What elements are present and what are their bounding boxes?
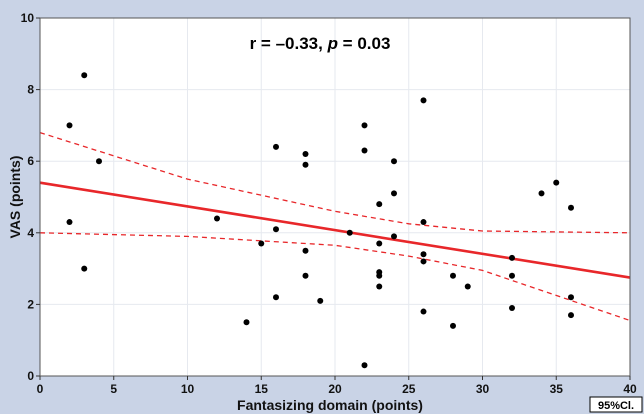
data-point (420, 258, 427, 265)
data-point (509, 272, 515, 279)
data-point (553, 179, 560, 186)
y-tick-label: 0 (27, 369, 34, 383)
data-point (361, 122, 368, 129)
data-point (273, 143, 279, 150)
data-point (376, 283, 383, 290)
y-axis-label: VAS (points) (7, 156, 23, 239)
data-point (568, 312, 574, 319)
data-points (66, 72, 574, 369)
y-tick-label: 6 (27, 154, 34, 168)
data-point (302, 247, 309, 254)
p-symbol: p (327, 34, 338, 53)
y-tick-label: 2 (27, 297, 34, 311)
data-point (273, 226, 279, 233)
data-point (391, 190, 397, 197)
data-point (81, 72, 88, 79)
data-point (391, 158, 397, 165)
data-point (464, 283, 471, 290)
ci-upper-line (39, 131, 631, 234)
data-point (420, 251, 427, 258)
regression-line (39, 181, 631, 279)
data-point (568, 204, 574, 211)
data-point (273, 294, 279, 301)
data-point (509, 304, 515, 311)
data-point (420, 308, 427, 315)
data-point (509, 254, 515, 261)
x-tick-label: 0 (37, 382, 44, 396)
p-text: = 0.03 (338, 34, 390, 53)
data-point (302, 272, 309, 279)
data-point (302, 161, 309, 168)
x-tick-label: 40 (623, 382, 637, 396)
data-point (361, 362, 368, 369)
data-point (376, 240, 383, 247)
data-point (538, 190, 545, 197)
correlation-annotation: r = –0.33, p = 0.03 (250, 34, 391, 53)
data-point (376, 201, 383, 208)
ci-lower-line (39, 232, 631, 322)
data-point (376, 272, 383, 279)
data-point (258, 240, 265, 247)
data-point (361, 147, 368, 154)
data-point (302, 151, 309, 158)
x-tick-label: 25 (402, 382, 416, 396)
y-tick-label: 8 (27, 83, 34, 97)
data-point (214, 215, 220, 222)
data-point (450, 322, 456, 329)
data-point (243, 319, 250, 326)
x-tick-label: 35 (550, 382, 564, 396)
confidence-interval (39, 131, 631, 322)
x-axis-ticks: 0 5 10 15 20 25 30 35 40 (37, 376, 637, 396)
x-tick-label: 10 (181, 382, 195, 396)
data-point (81, 265, 88, 272)
data-point (450, 272, 456, 279)
y-axis-ticks: 0 2 4 6 8 10 (21, 11, 40, 383)
ci-legend-label: 95%Cl. (598, 400, 634, 412)
y-tick-label: 4 (27, 226, 34, 240)
data-point (96, 158, 102, 165)
x-tick-label: 20 (328, 382, 342, 396)
data-point (346, 229, 353, 236)
data-point (317, 297, 324, 304)
x-tick-label: 15 (255, 382, 269, 396)
ci-legend-box (589, 396, 643, 413)
r-text: r = –0.33, (250, 34, 328, 53)
x-tick-label: 30 (476, 382, 490, 396)
data-point (420, 219, 427, 226)
data-point (66, 122, 73, 129)
data-point (568, 294, 574, 301)
x-tick-label: 5 (110, 382, 117, 396)
grid (40, 18, 630, 376)
x-axis-label: Fantasizing domain (points) (237, 397, 423, 413)
data-point (391, 233, 397, 240)
data-point (66, 219, 73, 226)
regression-line-group (39, 181, 631, 279)
y-tick-label: 10 (21, 11, 35, 25)
data-point (420, 97, 427, 104)
